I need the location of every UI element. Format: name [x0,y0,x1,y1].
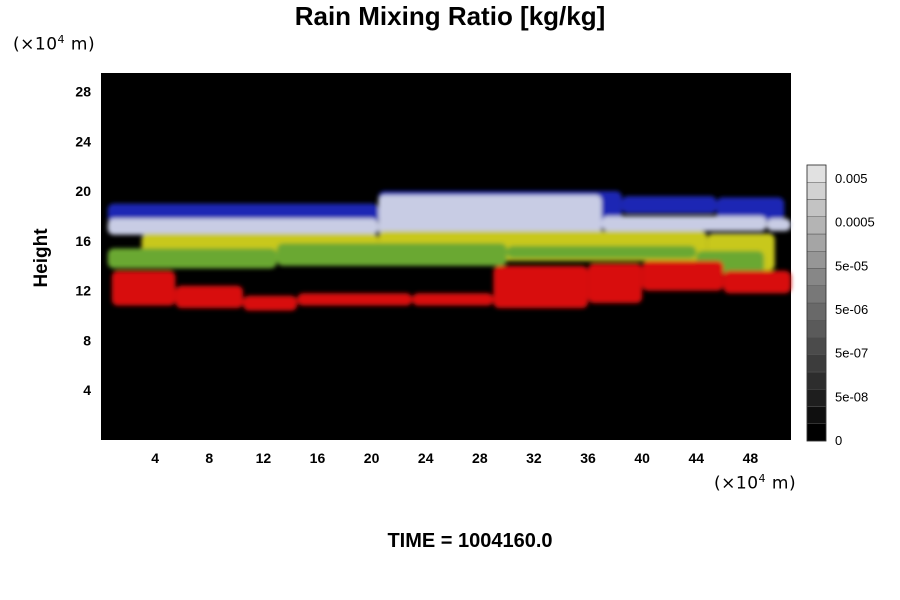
field-bands [107,191,791,311]
band-red-segment [412,293,494,306]
y-tick-label: 16 [75,233,91,249]
band-red-segment [588,263,643,304]
band-red-segment [111,270,176,306]
colorbar-swatch [806,371,827,390]
colorbar-swatch [806,337,827,355]
x-unit-exponent: 4 [758,472,767,485]
x-tick-label: 4 [151,450,159,466]
colorbar-swatch [806,268,827,286]
band-lightblue-segment [766,218,791,231]
y-tick-label: 24 [75,133,91,149]
colorbar-tick-label: 5e-07 [835,346,868,361]
x-tick-label: 12 [256,450,272,466]
y-tick-label: 8 [83,332,91,348]
colorbar-swatch [806,423,827,442]
y-unit-exponent: 4 [57,33,66,46]
colorbar-swatch [806,164,827,183]
band-lightblue-segment [107,218,379,235]
colorbar-swatch [806,199,827,217]
x-tick-labels: 4 8 12 16 20 24 28 32 36 40 44 48 [151,450,758,466]
colorbar-frame [806,164,827,442]
x-tick-label: 16 [310,450,326,466]
band-green-segment [276,243,507,266]
x-tick-label: 40 [634,450,650,466]
x-tick-label: 32 [526,450,542,466]
x-tick-label: 28 [472,450,488,466]
colorbar-swatch [806,389,827,407]
band-red-segment [493,265,589,309]
band-red-segment [642,260,724,291]
colorbar-swatch [806,320,827,338]
band-red-segment [243,295,298,311]
y-tick-label: 20 [75,183,91,199]
colorbar-swatch [806,233,827,252]
y-tick-label: 4 [83,382,91,398]
colorbar-tick-label: 5e-06 [835,302,868,317]
colorbar-swatch [806,406,827,424]
band-green-segment [506,245,697,259]
y-tick-labels: 4 8 12 16 20 24 28 [75,84,91,399]
colorbar-swatch [806,285,827,304]
band-blue-segment [716,197,785,222]
colorbar-swatch [806,182,827,200]
colorbar-swatch [806,216,827,235]
band-green-segment [107,248,277,269]
chart-title: Rain Mixing Ratio [kg/kg] [294,1,606,31]
x-unit-prefix: (×10 [714,473,759,494]
colorbar-tick-label: 0 [835,433,842,448]
colorbar-tick-label: 5e-05 [835,258,868,273]
colorbar-tick-label: 5e-08 [835,389,868,404]
colorbar-swatch [806,251,827,269]
x-axis-unit: (×104 m) [714,472,796,494]
x-tick-label: 44 [689,450,705,466]
band-red-segment [297,293,413,306]
y-unit-suffix: m) [65,34,96,55]
y-unit-prefix: (×10 [13,34,58,55]
band-red-segment [723,270,791,294]
colorbar-swatch [806,302,827,321]
y-axis-unit: (×104 m) [13,33,95,55]
band-lightblue-segment [601,216,767,231]
x-tick-label: 36 [580,450,596,466]
colorbar-tick-label: 0.005 [835,171,868,186]
x-unit-suffix: m) [766,473,797,494]
colorbar-swatch [806,354,827,373]
time-label: TIME = 1004160.0 [387,530,553,552]
x-tick-label: 20 [364,450,380,466]
colorbar: 0.005 0.0005 5e-05 5e-06 5e-07 5e-08 0 [806,164,875,448]
x-tick-label: 8 [205,450,213,466]
y-tick-label: 28 [75,84,91,100]
y-tick-label: 12 [75,283,91,299]
x-tick-label: 24 [418,450,434,466]
colorbar-tick-label: 0.0005 [835,215,875,230]
band-blue-segment [621,196,717,214]
band-lightblue-segment [378,194,602,236]
band-red-segment [175,285,244,309]
x-tick-label: 48 [743,450,759,466]
